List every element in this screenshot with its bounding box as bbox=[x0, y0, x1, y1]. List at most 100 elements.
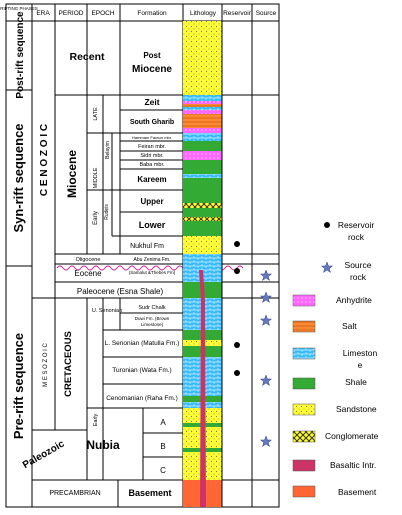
formation-nukhul: Nukhul Fm bbox=[130, 243, 164, 250]
formation-post: Post bbox=[143, 51, 161, 60]
formation-duwi-line1: Duwi Fm. (Brown bbox=[135, 316, 170, 321]
formation-baba: Baba mbr. bbox=[139, 162, 165, 168]
legend-limestone-swatch bbox=[292, 347, 316, 360]
source-markers bbox=[259, 269, 273, 448]
period-column: Recent Miocene Oligocene Eocene Paleocen… bbox=[49, 21, 279, 497]
header-reservoir: Reservoir bbox=[223, 10, 252, 17]
formation-upper: Upper bbox=[140, 197, 163, 206]
legend-shale-swatch bbox=[292, 377, 316, 390]
phase-pre-rift: Pre-rift sequence bbox=[11, 333, 26, 439]
litho-sand-recent bbox=[183, 21, 222, 95]
era-mesozoic: M E S O Z O I C bbox=[43, 342, 49, 386]
legend-shale-label: Shale bbox=[345, 377, 367, 387]
header-era: ERA bbox=[36, 10, 50, 17]
legend-source-star-icon bbox=[320, 261, 334, 274]
source-star-nubia bbox=[259, 435, 273, 448]
reservoir-dot-matulla bbox=[234, 342, 240, 348]
legend-limestone-line1: Limeston bbox=[343, 348, 378, 358]
formation-duwi-line2: Limestone) bbox=[141, 322, 164, 327]
era-cenozoic: C E N O Z O I C bbox=[39, 124, 50, 196]
epoch-late: LATE bbox=[93, 107, 99, 121]
legend-salt-label: Salt bbox=[342, 321, 357, 331]
table-frame bbox=[5, 3, 280, 508]
legend-sandstone-label: Sandstone bbox=[336, 404, 377, 414]
formation-nubia-c: C bbox=[160, 466, 166, 475]
formation-kareem: Kareem bbox=[137, 175, 166, 184]
epoch-belayim: Belayim bbox=[105, 141, 111, 159]
header-lithology: Lithology bbox=[190, 10, 217, 17]
formation-hammam-faraun: Hammam Faraun mbr. bbox=[132, 135, 172, 140]
formation-feiran: Feiran mbr. bbox=[138, 144, 166, 150]
litho-oligocene bbox=[183, 254, 222, 264]
formation-abu-zenima: Abu Zenima Fm. bbox=[134, 257, 171, 263]
phase-syn-rift: Syn-rift sequence bbox=[11, 123, 26, 232]
epoch-cretaceous-early: Early bbox=[93, 413, 99, 426]
litho-sg-anhy2 bbox=[183, 128, 222, 133]
period-miocene: Miocene bbox=[65, 150, 79, 198]
legend-reservoir-icon bbox=[324, 222, 330, 228]
litho-hammam bbox=[183, 133, 222, 141]
legend-basaltic-label: Basaltic Intr. bbox=[330, 460, 376, 470]
epoch-early: Early bbox=[93, 211, 99, 225]
header-source: Source bbox=[256, 10, 277, 17]
lithology-column bbox=[183, 21, 253, 507]
legend-limestone-line2: e bbox=[358, 360, 363, 370]
header-formation: Formation bbox=[137, 10, 167, 17]
formation-lower: Lower bbox=[139, 220, 166, 230]
header-epoch: EPOCH bbox=[91, 10, 114, 17]
litho-baba bbox=[183, 160, 222, 169]
litho-upper bbox=[183, 190, 222, 212]
legend-salt-swatch bbox=[292, 320, 316, 333]
source-star-paleocene bbox=[259, 291, 273, 304]
source-star-wata bbox=[259, 374, 273, 387]
epoch-rudeis: Rudeis bbox=[104, 204, 110, 220]
era-column: C E N O Z O I C M E S O Z O I C Paleozoi… bbox=[21, 21, 279, 481]
legend-source-line2: rock bbox=[350, 272, 367, 282]
period-recent: Recent bbox=[69, 51, 105, 63]
rifting-phases-column: Post-rift sequence Syn-rift sequence Pre… bbox=[6, 11, 33, 507]
legend-conglomerate-label: Conglomerate bbox=[325, 431, 379, 441]
formation-nubia-b: B bbox=[160, 442, 165, 451]
header-period: PERIOD bbox=[59, 10, 84, 17]
formation-sudr: Sudr Chalk bbox=[138, 305, 165, 311]
epoch-column: LATE MIDDLE Belayim Early Rudeis Early U… bbox=[87, 95, 179, 480]
litho-kareem-lime bbox=[183, 174, 222, 178]
source-star-duwi bbox=[259, 314, 273, 327]
period-precambrian: PRECAMBRIAN bbox=[49, 490, 100, 497]
litho-kareem bbox=[183, 169, 222, 190]
epoch-l-senonian: L. Senonian (Matulla Fm.) bbox=[105, 340, 180, 347]
epoch-turonian: Turonian (Wata Fm.) bbox=[112, 367, 171, 374]
phase-post-rift: Post-rift sequence bbox=[15, 11, 26, 99]
legend-anhydrite-swatch bbox=[292, 294, 316, 307]
litho-sg-salt bbox=[183, 114, 222, 128]
formation-basement: Basement bbox=[128, 488, 171, 498]
period-paleocene: Paleocene (Esna Shale) bbox=[77, 287, 164, 296]
legend: Reservoir rock Source rock Anhydrite Sal… bbox=[292, 220, 379, 498]
legend-sandstone-swatch bbox=[292, 403, 316, 416]
formation-south-gharib: South Gharib bbox=[130, 119, 174, 126]
legend-reservoir-line1: Reservoir bbox=[338, 220, 375, 230]
formation-samalut: (Samalut &Thebes Fm) bbox=[129, 270, 176, 275]
legend-basaltic-swatch bbox=[292, 459, 316, 472]
formation-miocene: Miocene bbox=[132, 64, 172, 75]
legend-conglomerate-swatch bbox=[292, 430, 316, 443]
period-eocene: Eocene bbox=[74, 269, 102, 278]
litho-zeit-lime bbox=[183, 95, 222, 101]
litho-lower-conglo bbox=[183, 217, 222, 221]
litho-upper-conglo bbox=[183, 203, 222, 208]
litho-zeit-anhy bbox=[183, 101, 222, 104]
legend-basement-label: Basement bbox=[338, 487, 377, 497]
epoch-u-senonian: U. Senonian bbox=[92, 308, 122, 314]
legend-source-line1: Source bbox=[345, 260, 372, 270]
source-star-eocene bbox=[259, 269, 273, 282]
legend-anhydrite-label: Anhydrite bbox=[336, 295, 372, 305]
reservoir-dot-nukhul bbox=[234, 241, 240, 247]
epoch-middle: MIDDLE bbox=[93, 167, 99, 188]
litho-zeit-lime2 bbox=[183, 107, 222, 110]
reservoir-dot-eocene bbox=[234, 268, 240, 274]
legend-basement-swatch bbox=[292, 485, 316, 498]
formation-nubia-a: A bbox=[160, 418, 166, 427]
litho-feiran bbox=[183, 141, 222, 151]
